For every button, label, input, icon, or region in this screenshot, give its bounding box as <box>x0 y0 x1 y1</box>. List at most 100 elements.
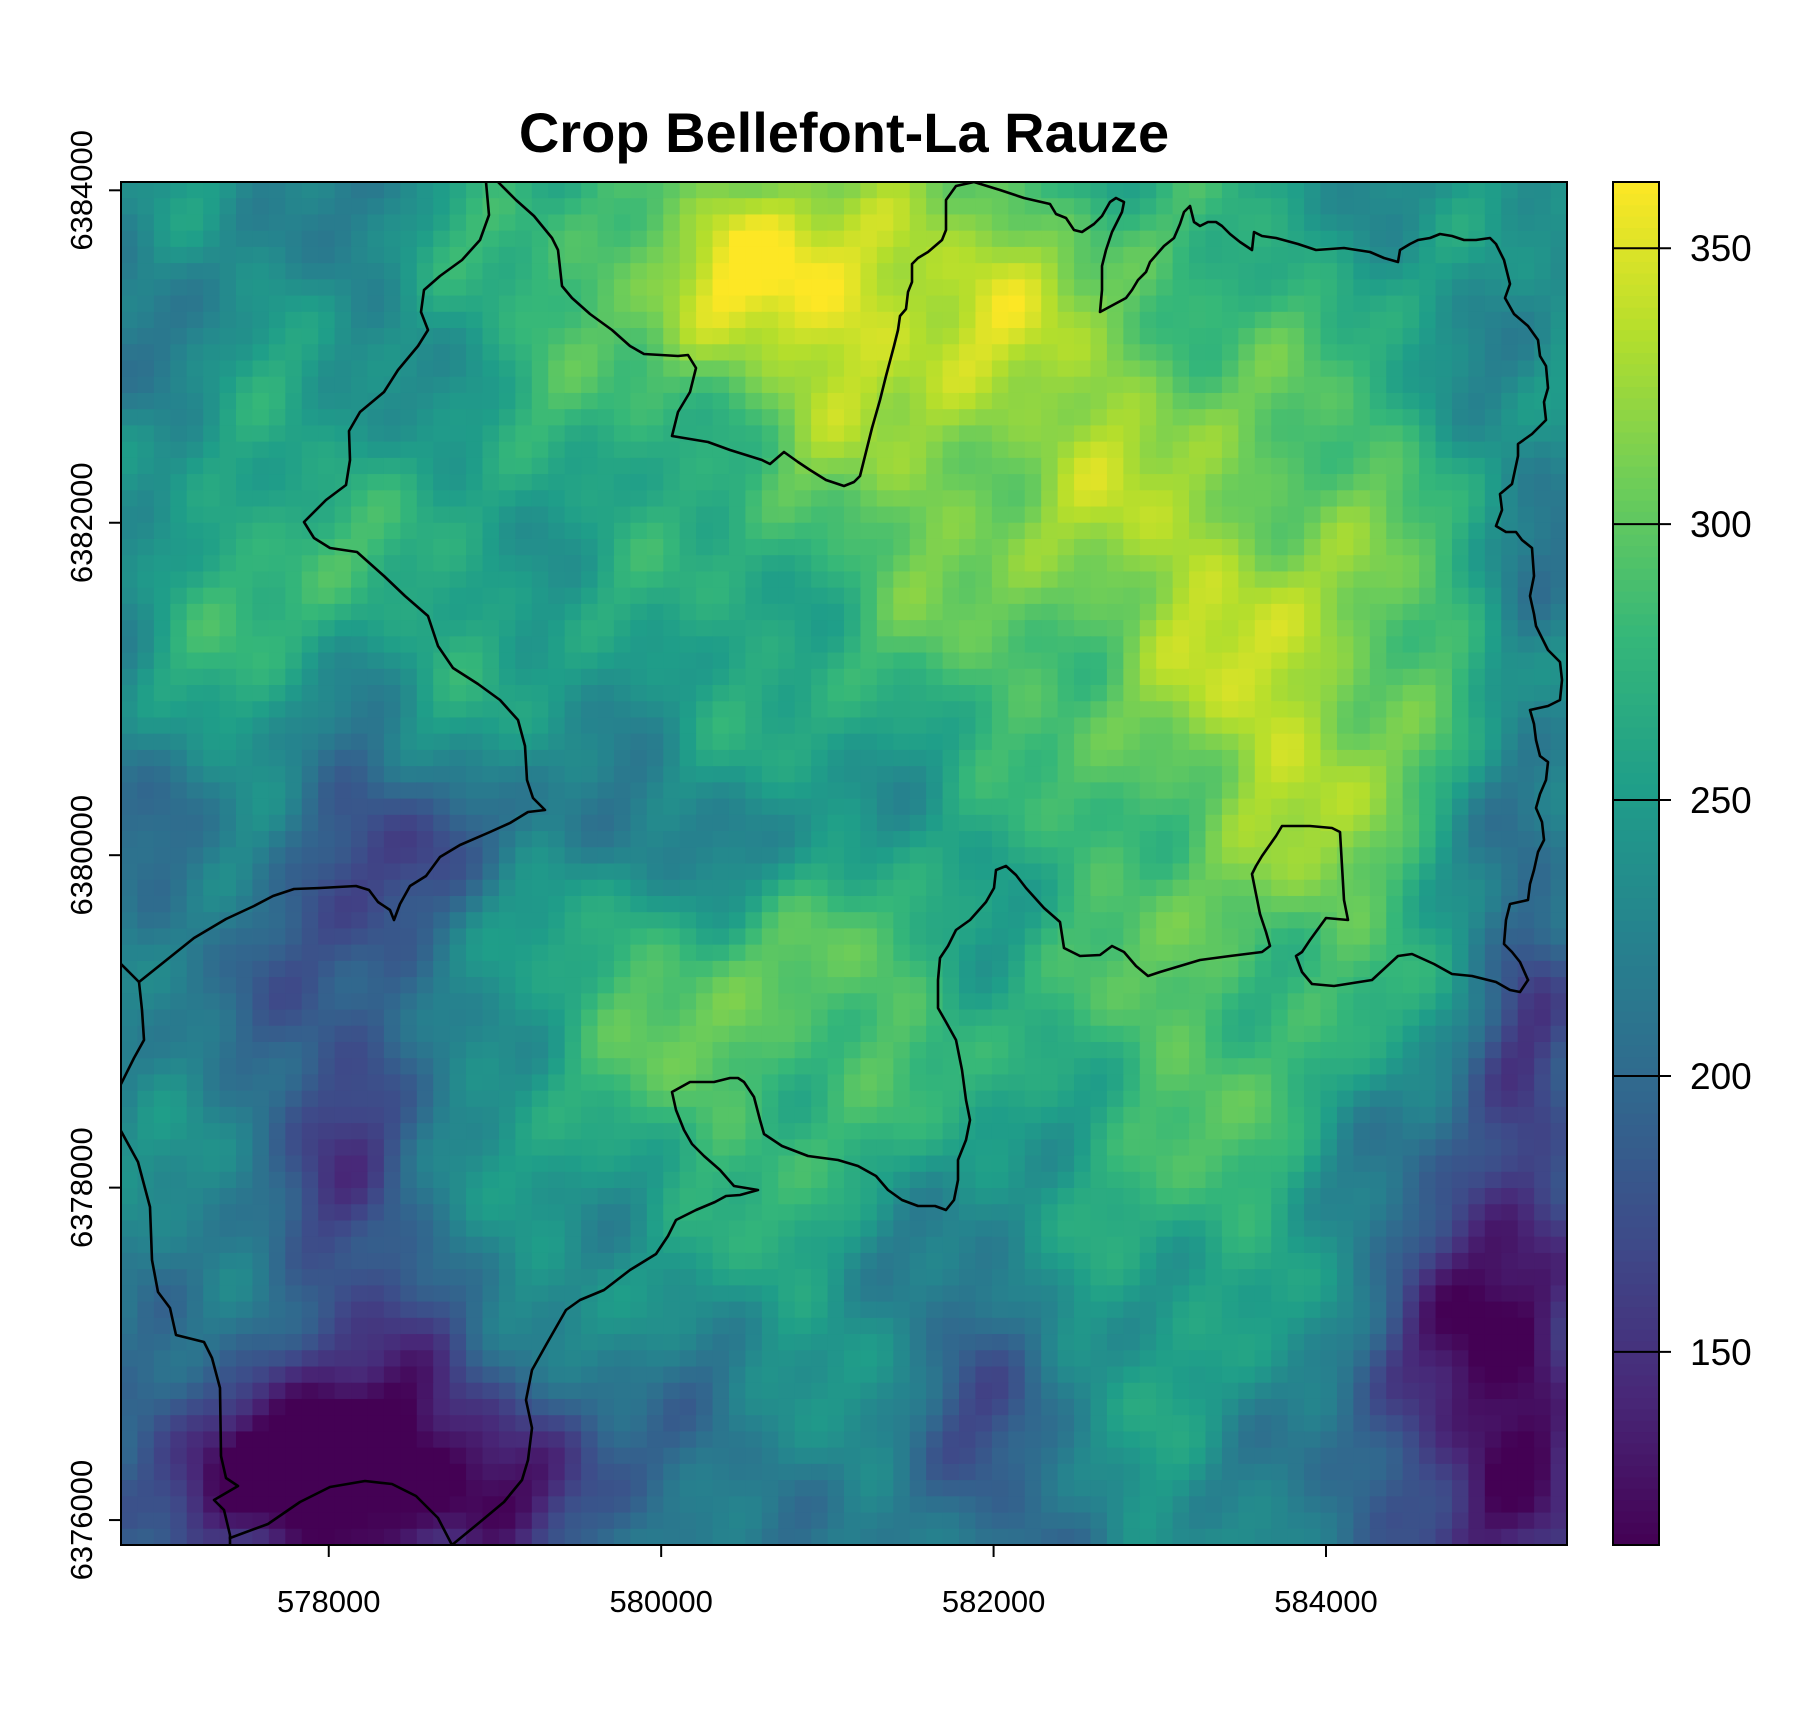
raster-cell <box>1419 798 1437 816</box>
raster-cell <box>745 344 763 362</box>
raster-cell <box>466 230 484 248</box>
raster-cell <box>1287 749 1305 767</box>
raster-cell <box>1205 538 1223 556</box>
raster-cell <box>1484 344 1502 362</box>
raster-cell <box>1304 847 1322 865</box>
raster-cell <box>679 328 697 345</box>
raster-cell <box>236 328 254 345</box>
raster-cell <box>893 1025 911 1043</box>
raster-cell <box>1468 1009 1486 1027</box>
raster-cell <box>1041 457 1059 475</box>
raster-cell <box>860 603 878 621</box>
raster-cell <box>778 182 796 199</box>
raster-cell <box>1451 1058 1470 1076</box>
raster-cell <box>909 279 927 297</box>
raster-cell <box>876 490 894 508</box>
raster-cell <box>959 685 977 702</box>
raster-cell <box>1271 798 1289 816</box>
raster-cell <box>909 474 927 491</box>
raster-cell <box>1221 668 1239 686</box>
raster-cell <box>449 360 467 378</box>
raster-cell <box>1024 685 1042 702</box>
raster-cell <box>1271 895 1289 913</box>
raster-cell <box>498 474 516 491</box>
raster-cell <box>1041 603 1059 621</box>
raster-cell <box>1369 230 1387 248</box>
raster-cell <box>761 895 779 913</box>
raster-cell <box>137 895 155 913</box>
raster-cell <box>1172 230 1190 248</box>
raster-cell <box>959 474 977 491</box>
raster-cell <box>1353 766 1371 783</box>
raster-cell <box>1419 425 1437 443</box>
raster-cell <box>1484 636 1502 654</box>
raster-cell <box>1271 749 1289 767</box>
raster-cell <box>334 928 352 946</box>
raster-cell <box>909 620 927 637</box>
raster-cell <box>893 279 911 297</box>
raster-cell <box>663 279 681 297</box>
raster-cell <box>975 198 993 216</box>
raster-cell <box>876 279 894 297</box>
raster-cell <box>1123 977 1141 994</box>
raster-cell <box>1074 246 1092 264</box>
raster-cell <box>1386 782 1404 800</box>
raster-cell <box>1090 879 1108 897</box>
raster-cell <box>745 311 763 329</box>
raster-cell <box>827 749 845 767</box>
raster-cell <box>564 214 582 232</box>
raster-cell <box>121 1074 139 1092</box>
raster-cell <box>712 263 730 280</box>
raster-cell <box>219 1074 237 1092</box>
raster-cell <box>679 246 697 264</box>
raster-cell <box>1484 376 1502 394</box>
raster-cell <box>383 457 401 475</box>
raster-cell <box>1189 1090 1207 1108</box>
raster-cell <box>268 766 286 783</box>
raster-cell <box>153 522 171 540</box>
raster-cell <box>975 766 993 783</box>
raster-cell <box>1304 490 1322 508</box>
raster-cell <box>942 376 960 394</box>
raster-cell <box>1074 279 1092 297</box>
raster-cell <box>285 425 303 443</box>
raster-cell <box>137 522 155 540</box>
raster-cell <box>1254 522 1272 540</box>
raster-cell <box>991 474 1009 491</box>
raster-cell <box>942 847 960 865</box>
raster-cell <box>1287 457 1305 475</box>
raster-cell <box>1024 1041 1042 1059</box>
raster-cell <box>498 1074 516 1092</box>
raster-cell <box>1189 685 1207 702</box>
raster-cell <box>712 603 730 621</box>
raster-cell <box>301 230 319 248</box>
raster-cell <box>1106 425 1124 443</box>
raster-cell <box>351 636 369 654</box>
raster-cell <box>646 1041 664 1059</box>
raster-cell <box>121 1025 139 1043</box>
raster-cell <box>1369 198 1387 216</box>
raster-cell <box>1484 246 1502 264</box>
raster-cell <box>778 652 796 670</box>
raster-cell <box>1254 831 1272 848</box>
raster-cell <box>909 847 927 865</box>
raster-cell <box>482 668 500 686</box>
raster-cell <box>597 668 615 686</box>
raster-cell <box>449 782 467 800</box>
raster-cell <box>466 295 484 313</box>
raster-cell <box>613 749 631 767</box>
raster-cell <box>1271 766 1289 783</box>
raster-cell <box>1550 603 1567 621</box>
raster-cell <box>1435 814 1453 832</box>
raster-cell <box>1484 360 1502 378</box>
raster-cell <box>1008 263 1026 280</box>
raster-cell <box>1008 1058 1026 1076</box>
raster-cell <box>1156 749 1174 767</box>
raster-cell <box>696 198 714 216</box>
raster-cell <box>1369 863 1387 881</box>
raster-cell <box>318 457 336 475</box>
raster-cell <box>1386 295 1404 313</box>
raster-cell <box>268 782 286 800</box>
raster-cell <box>121 263 139 280</box>
raster-cell <box>926 798 944 816</box>
